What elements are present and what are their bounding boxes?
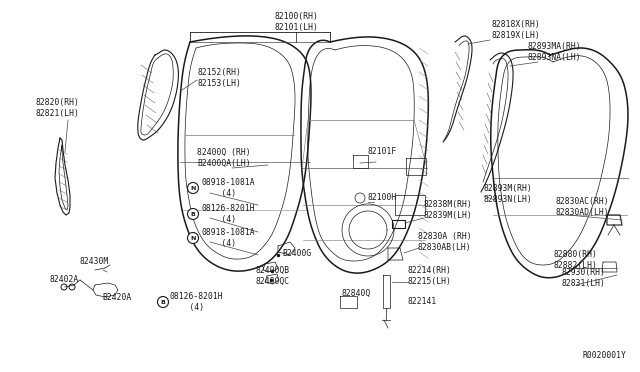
Text: 82430M: 82430M [80, 257, 109, 266]
Text: 82830AC(RH)
82830AD(LH): 82830AC(RH) 82830AD(LH) [556, 197, 610, 217]
Text: 08918-1081A
    (4): 08918-1081A (4) [202, 178, 255, 198]
Circle shape [188, 208, 198, 219]
Text: 82838M(RH)
82839M(LH): 82838M(RH) 82839M(LH) [424, 200, 473, 220]
Text: 82214(RH)
82215(LH): 82214(RH) 82215(LH) [408, 266, 452, 286]
Text: 82930(RH)
82831(LH): 82930(RH) 82831(LH) [562, 268, 606, 288]
Text: 82101F: 82101F [367, 148, 396, 157]
Text: B2420A: B2420A [102, 292, 131, 301]
Text: 82400QB
82400QC: 82400QB 82400QC [255, 266, 289, 286]
Text: 82152(RH)
82153(LH): 82152(RH) 82153(LH) [197, 68, 241, 88]
Text: N: N [190, 186, 196, 190]
Circle shape [188, 232, 198, 244]
Text: 82402A: 82402A [50, 276, 79, 285]
Text: 82818X(RH)
82819X(LH): 82818X(RH) 82819X(LH) [492, 20, 541, 40]
Text: 82100(RH)
82101(LH): 82100(RH) 82101(LH) [274, 12, 318, 32]
Text: 82893MA(RH)
82893NA(LH): 82893MA(RH) 82893NA(LH) [528, 42, 582, 62]
Text: 82840Q: 82840Q [342, 289, 371, 298]
Circle shape [157, 296, 168, 308]
Text: 82880(RH)
82882(LH): 82880(RH) 82882(LH) [553, 250, 597, 270]
Text: 822141: 822141 [407, 298, 436, 307]
Text: 82100H: 82100H [368, 193, 397, 202]
Text: 08126-8201H
    (4): 08126-8201H (4) [202, 204, 255, 224]
Circle shape [188, 183, 198, 193]
Text: 82820(RH)
82821(LH): 82820(RH) 82821(LH) [35, 98, 79, 118]
Text: R0020001Y: R0020001Y [582, 350, 626, 359]
Text: 08918-1081A
    (4): 08918-1081A (4) [202, 228, 255, 248]
Text: N: N [190, 235, 196, 241]
Text: B2400G: B2400G [282, 250, 311, 259]
Text: B: B [191, 212, 195, 217]
Text: 08126-8201H
    (4): 08126-8201H (4) [170, 292, 223, 312]
Text: 82830A (RH)
82830AB(LH): 82830A (RH) 82830AB(LH) [418, 232, 472, 252]
Text: 82893M(RH)
82893N(LH): 82893M(RH) 82893N(LH) [484, 184, 532, 204]
Text: B: B [161, 299, 165, 305]
Text: 82400Q (RH)
B2400QA(LH): 82400Q (RH) B2400QA(LH) [197, 148, 251, 168]
